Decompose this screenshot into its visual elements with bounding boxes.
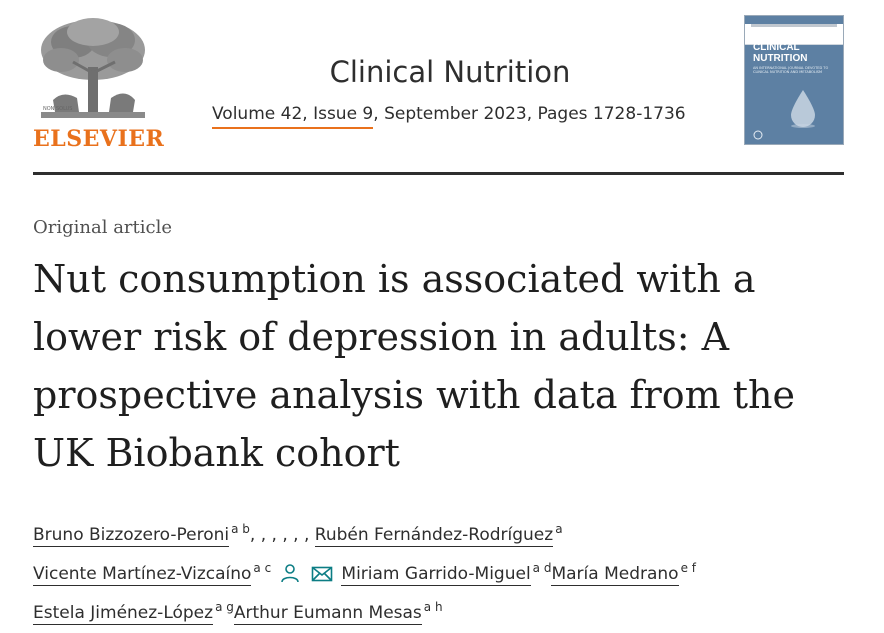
- author-affiliation[interactable]: a c: [253, 561, 272, 575]
- author-affiliation[interactable]: a d: [532, 561, 552, 575]
- author-line-1: Bruno Bizzozero-Peroni a b, , , , , , Rub…: [33, 510, 844, 549]
- cover-emblem-icon: [753, 130, 763, 140]
- elsevier-logo[interactable]: NON SOLUS ELSEVIER: [33, 12, 165, 152]
- svg-text:NON SOLUS: NON SOLUS: [43, 106, 73, 112]
- cover-header-strip: [745, 24, 843, 45]
- author-link[interactable]: Bruno Bizzozero-Peroni: [33, 525, 230, 547]
- issue-link[interactable]: Volume 42, Issue 9: [212, 104, 374, 129]
- elsevier-wordmark: ELSEVIER: [33, 126, 165, 152]
- elsevier-tree-icon: NON SOLUS: [41, 18, 145, 118]
- author-link[interactable]: Rubén Fernández-Rodríguez: [314, 525, 554, 547]
- author-link[interactable]: Arthur Eumann Mesas: [233, 603, 422, 625]
- cover-drop-icon: [791, 90, 815, 128]
- header-divider: [33, 172, 844, 175]
- author-line-2: Vicente Martínez-Vizcaíno a c Miriam Garr…: [33, 549, 844, 588]
- author-link[interactable]: Miriam Garrido-Miguel: [341, 564, 531, 586]
- journal-cover-image[interactable]: CLINICAL NUTRITION AN INTERNATIONAL JOUR…: [744, 15, 844, 145]
- author-affiliation[interactable]: a b: [231, 522, 250, 536]
- author-link[interactable]: Estela Jiménez-López: [33, 603, 214, 625]
- article-title: Nut consumption is associated with a low…: [33, 257, 796, 475]
- article-type: Original article: [33, 217, 173, 238]
- author-link[interactable]: Vicente Martínez-Vizcaíno: [33, 564, 252, 586]
- affiliation-separators: , , , , , ,: [249, 525, 310, 545]
- person-icon[interactable]: [280, 563, 300, 583]
- author-list: Bruno Bizzozero-Peroni a b, , , , , , Rub…: [33, 510, 844, 627]
- author-link[interactable]: María Medrano: [551, 564, 679, 586]
- issue-info: Volume 42, Issue 9, September 2023, Page…: [212, 104, 686, 129]
- envelope-icon[interactable]: [311, 565, 333, 583]
- author-affiliation[interactable]: a: [555, 522, 563, 536]
- cover-subtitle: AN INTERNATIONAL JOURNAL DEVOTED TO CLIN…: [753, 66, 829, 74]
- issue-details: , September 2023, Pages 1728-1736: [373, 104, 686, 124]
- author-affiliation[interactable]: a h: [423, 600, 443, 614]
- author-affiliation[interactable]: a g: [215, 600, 234, 614]
- author-affiliation[interactable]: e f: [680, 561, 697, 575]
- cover-title: CLINICAL NUTRITION: [753, 42, 808, 64]
- journal-title[interactable]: Clinical Nutrition: [329, 55, 571, 89]
- author-line-3: Estela Jiménez-López a gArthur Eumann Mes…: [33, 588, 844, 627]
